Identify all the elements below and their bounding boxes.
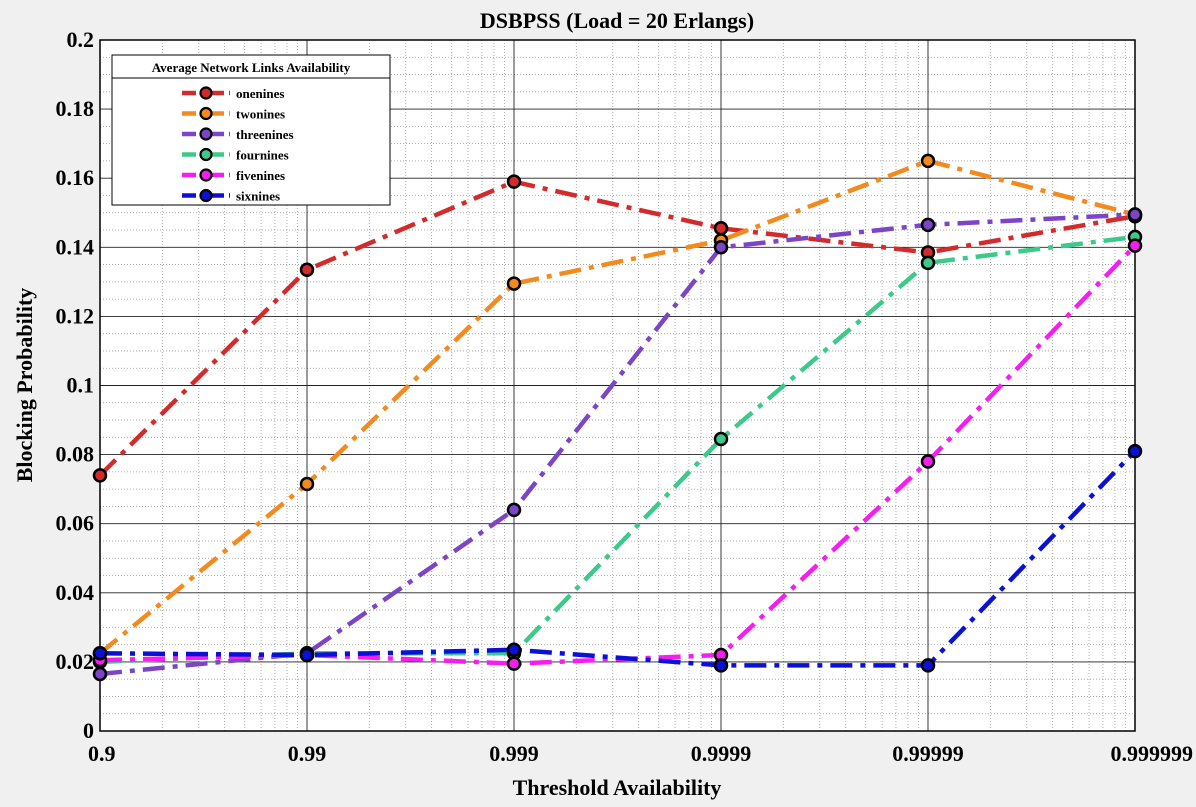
- y-tick-label: 0.1: [67, 373, 95, 398]
- data-point-twonines: [506, 276, 522, 291]
- data-point-threenines: [506, 502, 522, 518]
- data-point-threenines: [920, 217, 936, 233]
- data-point-threenines: [1127, 207, 1143, 222]
- x-axis-label: Threshold Availability: [513, 775, 722, 800]
- x-axis-ticks: 0.9 0.99 0.999 0.9999 0.99999 0.999999: [88, 741, 1193, 766]
- y-tick-label: 0: [83, 718, 94, 743]
- data-point-sixnines: [299, 647, 315, 663]
- legend-marker-twonines: [199, 106, 213, 121]
- data-point-sixnines: [506, 642, 522, 658]
- y-tick-label: 0.18: [56, 96, 95, 121]
- chart-title: DSBPSS (Load = 20 Erlangs): [480, 8, 754, 33]
- series-line-sixnines: [99, 449, 1137, 668]
- y-axis-label: Blocking Probability: [12, 288, 37, 483]
- series-line-twonines: [98, 158, 1136, 656]
- legend-box: [111, 54, 391, 206]
- series-markers: [92, 153, 1143, 682]
- data-point-sixnines: [1127, 443, 1143, 459]
- plot-frame: [99, 39, 1136, 732]
- y-tick-label: 0.06: [56, 511, 95, 536]
- y-tick-label: 0.16: [56, 165, 95, 190]
- series-line-onenines: [98, 179, 1136, 477]
- x-tick-label: 0.99: [288, 741, 327, 766]
- data-point-sixnines: [713, 658, 729, 673]
- data-point-threenines: [92, 666, 108, 682]
- data-point-sixnines: [92, 646, 108, 661]
- y-tick-label: 0.04: [56, 580, 95, 605]
- x-tick-label: 0.999: [489, 741, 539, 766]
- legend-label-fournines: fournines: [236, 148, 289, 163]
- data-point-onenines: [506, 174, 522, 189]
- y-tick-label: 0.02: [56, 649, 95, 674]
- x-tick-label: 0.9: [88, 741, 116, 766]
- legend-label-sixnines: sixnines: [236, 189, 280, 204]
- data-point-fournines: [920, 255, 936, 271]
- legend-marker-threenines: [199, 127, 213, 141]
- data-point-fournines: [713, 431, 729, 447]
- data-point-sixnines: [920, 658, 936, 673]
- series-lines: [98, 158, 1137, 677]
- legend-label-fivenines: fivenines: [236, 168, 285, 183]
- legend-marker-fivenines: [199, 168, 213, 182]
- data-point-threenines: [713, 240, 729, 255]
- x-tick-label: 0.999999: [1111, 741, 1194, 766]
- data-point-twonines: [299, 476, 315, 492]
- y-tick-label: 0.14: [56, 234, 95, 259]
- data-point-onenines: [713, 221, 729, 236]
- legend: Average Network Links Availability oneni…: [111, 54, 391, 206]
- data-point-fivenines: [920, 454, 936, 469]
- legend-marker-sixnines: [199, 188, 213, 203]
- legend-label-twonines: twonines: [236, 107, 285, 122]
- data-point-fivenines: [1127, 238, 1143, 253]
- data-point-onenines: [299, 262, 315, 278]
- legend-label-onenines: onenines: [236, 86, 284, 101]
- data-point-onenines: [92, 468, 108, 483]
- x-tick-label: 0.99999: [892, 741, 964, 766]
- legend-marker-onenines: [199, 86, 213, 100]
- data-point-twonines: [920, 153, 936, 169]
- legend-entries: onenines twonines threenines fournines fiven…: [182, 86, 294, 204]
- legend-title: Average Network Links Availability: [152, 60, 351, 75]
- legend-marker-fournines: [199, 147, 213, 162]
- y-tick-label: 0.2: [67, 27, 95, 52]
- y-tick-label: 0.08: [56, 442, 95, 467]
- y-tick-label: 0.12: [56, 303, 95, 328]
- legend-label-threenines: threenines: [236, 127, 294, 142]
- data-point-fivenines: [506, 656, 522, 671]
- x-tick-label: 0.9999: [691, 741, 752, 766]
- y-axis-ticks: 0 0.02 0.04 0.06 0.08 0.1 0.12 0.14 0.16 0.18 0.2: [56, 27, 95, 743]
